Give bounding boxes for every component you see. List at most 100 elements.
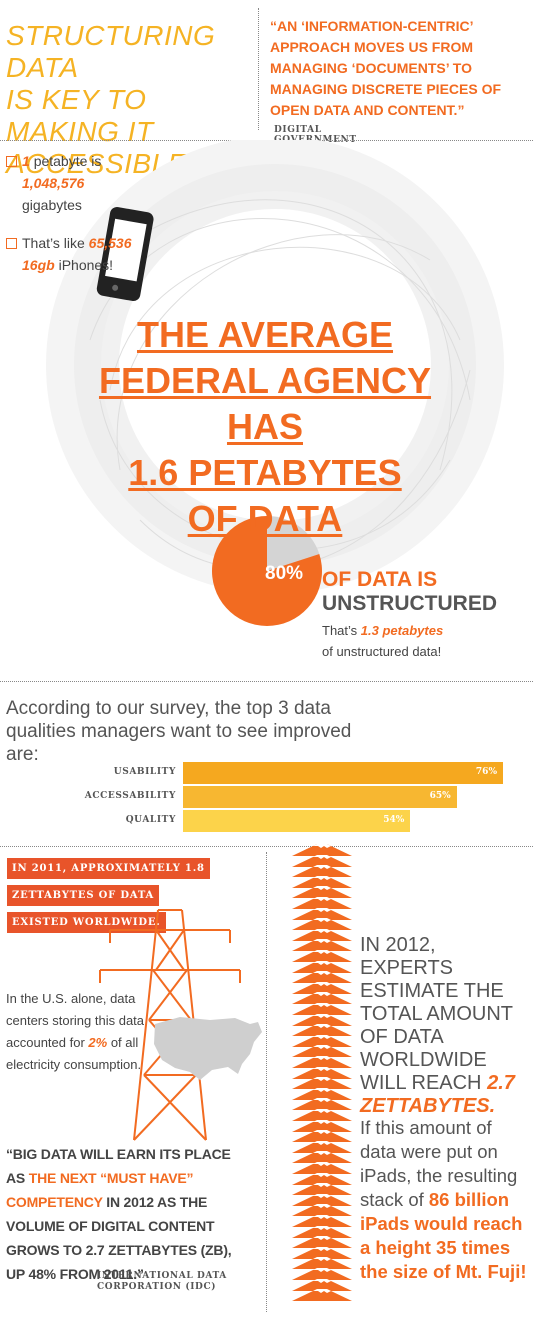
mount-fuji-icon — [292, 992, 352, 1005]
petabyte-text: petabyte is — [33, 153, 102, 169]
fact-2011-callout: IN 2011, APPROXIMATELY 1.8 ZETTABYTES OF… — [7, 855, 212, 936]
headline-line-4: OF DATA — [187, 498, 343, 539]
mount-fuji-icon — [292, 1034, 352, 1047]
spiral-graphic — [46, 140, 504, 626]
unstructured-label-1: OF DATA IS — [322, 568, 438, 591]
idc-quote-highlight: THE NEXT “MUST HAVE” COMPETENCY — [6, 1170, 194, 1210]
mount-fuji-icon — [292, 1077, 352, 1090]
bar-row-usability: USABILITY 76% — [0, 762, 533, 784]
title-line-2: IS KEY TO MAKING IT — [6, 84, 154, 147]
ipads-highlight: 86 billion iPads would reach a height 35… — [360, 1189, 527, 1282]
headline-line-2: FEDERAL AGENCY HAS — [98, 360, 432, 447]
gigabytes-number: 1,048,576 — [22, 175, 85, 191]
mount-fuji-icon — [292, 1151, 352, 1164]
mount-fuji-icon — [292, 1130, 352, 1143]
mount-fuji-icon — [292, 875, 352, 888]
pie-slice-structured — [267, 516, 320, 571]
mount-fuji-icon — [292, 907, 352, 920]
bar-value-label: 76% — [475, 767, 497, 777]
bar-row-quality: QUALITY 54% — [0, 810, 533, 832]
survey-intro: According to our survey, the top 3 data … — [6, 698, 352, 765]
bar-value-label: 65% — [429, 791, 451, 801]
iphones-text: iPhones! — [58, 257, 114, 273]
mount-fuji-icon — [292, 1172, 352, 1185]
unstructured-sub-value: 1.3 petabytes — [360, 623, 444, 638]
iphones-pre: That’s like — [22, 235, 85, 251]
mount-fuji-icon — [292, 1087, 352, 1100]
us-alone-pct: 2% — [88, 1035, 108, 1050]
mount-fuji-icon — [292, 1140, 352, 1153]
strategy-quote-text: “AN ‘INFORMATION-CENTRIC’ APPROACH MOVES… — [270, 18, 502, 118]
checkbox-icon — [6, 238, 17, 249]
title-line-1: STRUCTURING DATA — [6, 20, 216, 83]
mount-fuji-icon — [292, 1162, 352, 1174]
estimate-2012-value: 2.7 ZETTABYTES. — [360, 1072, 515, 1117]
bar: 65% — [183, 786, 457, 808]
mount-fuji-icon — [292, 1193, 352, 1206]
iphones-gb: 16gb — [22, 257, 55, 273]
bar-label: ACCESSABILITY — [84, 791, 176, 801]
idc-quote-part1: “BIG DATA WILL EARN ITS PLACE AS — [6, 1146, 231, 1186]
pie-percent-label: 80% — [265, 563, 304, 584]
mount-fuji-icon — [292, 1056, 352, 1068]
unstructured-label-2: UNSTRUCTURED — [322, 592, 497, 615]
usa-map-icon — [154, 1017, 262, 1080]
idc-quote-part2: IN 2012 AS THE VOLUME OF DIGITAL CONTENT… — [6, 1194, 232, 1282]
mount-fuji-icon — [292, 1024, 352, 1037]
section-divider-2 — [0, 681, 533, 682]
mount-fuji-icon — [292, 1109, 352, 1121]
unstructured-sub-post: of unstructured data! — [322, 644, 442, 659]
mount-fuji-icon — [292, 1278, 352, 1291]
page-title: STRUCTURING DATA IS KEY TO MAKING IT ACC… — [6, 20, 251, 180]
mount-fuji-icon — [292, 1013, 352, 1026]
mount-fuji-icon — [292, 971, 352, 984]
petabyte-fact: 1 petabyte is 1,048,576 gigabytes — [6, 150, 101, 216]
unstructured-sub: That’s 1.3 petabytes of unstructured dat… — [322, 620, 443, 662]
idc-source: INTERNATIONAL DATA CORPORATION (IDC) — [97, 1271, 227, 1292]
mount-fuji-icon — [292, 1045, 352, 1058]
bar-label: QUALITY — [125, 815, 176, 825]
lower-divider — [266, 852, 267, 1312]
mount-fuji-icon — [292, 854, 352, 867]
bar-value-label: 54% — [383, 815, 405, 825]
unstructured-label: OF DATA IS UNSTRUCTURED — [322, 568, 497, 616]
iphones-number: 65,536 — [88, 235, 132, 251]
us-electricity-fact: In the U.S. alone, data centers storing … — [6, 988, 156, 1076]
petabyte-number: 1 — [22, 153, 30, 169]
mount-fuji-icon — [292, 1204, 352, 1217]
mount-fuji-icon — [292, 918, 352, 931]
mount-fuji-icon — [292, 1246, 352, 1259]
estimate-2012-text: IN 2012, EXPERTS ESTIMATE THE TOTAL AMOU… — [360, 934, 513, 1094]
mount-fuji-icon — [292, 1225, 352, 1238]
estimate-2012: IN 2012, EXPERTS ESTIMATE THE TOTAL AMOU… — [360, 934, 525, 1118]
mount-fuji-icon — [292, 1257, 352, 1270]
bar: 76% — [183, 762, 503, 784]
iphones-fact: That’s like 65,536 16gb iPhones! — [6, 232, 132, 276]
headline-line-3: 1.6 PETABYTES — [128, 452, 402, 493]
mount-fuji-icon — [292, 981, 352, 994]
unstructured-sub-pre: That’s — [322, 623, 358, 638]
mount-fuji-icon — [292, 1183, 352, 1196]
header-divider — [258, 8, 259, 130]
mount-fuji-icon — [292, 960, 352, 973]
strategy-quote: “AN ‘INFORMATION-CENTRIC’ APPROACH MOVES… — [270, 16, 525, 155]
mount-fuji-icon — [292, 1119, 352, 1132]
mount-fuji-icon — [292, 844, 352, 856]
mount-fuji-icon — [292, 1289, 352, 1302]
mount-fuji-icon — [292, 928, 352, 941]
mount-fuji-icon — [292, 950, 352, 962]
checkbox-icon — [6, 156, 17, 167]
mount-fuji-icon — [292, 939, 352, 952]
headline-line-1: THE AVERAGE — [136, 314, 394, 355]
gigabytes-text: gigabytes — [22, 197, 82, 213]
section-divider-3 — [0, 846, 533, 847]
smartphone-icon — [96, 206, 154, 302]
bar: 54% — [183, 810, 411, 832]
us-alone-post: of all electricity consumption. — [6, 1035, 142, 1072]
unstructured-pie-chart — [211, 516, 322, 626]
bar-row-accessability: ACCESSABILITY 65% — [0, 786, 533, 808]
ipads-fact: If this amount of data were put on iPads… — [360, 1116, 530, 1284]
mount-fuji-icon — [292, 1066, 352, 1079]
agency-headline: THE AVERAGE FEDERAL AGENCY HAS 1.6 PETAB… — [60, 312, 470, 542]
mount-fuji-icon — [292, 1098, 352, 1111]
